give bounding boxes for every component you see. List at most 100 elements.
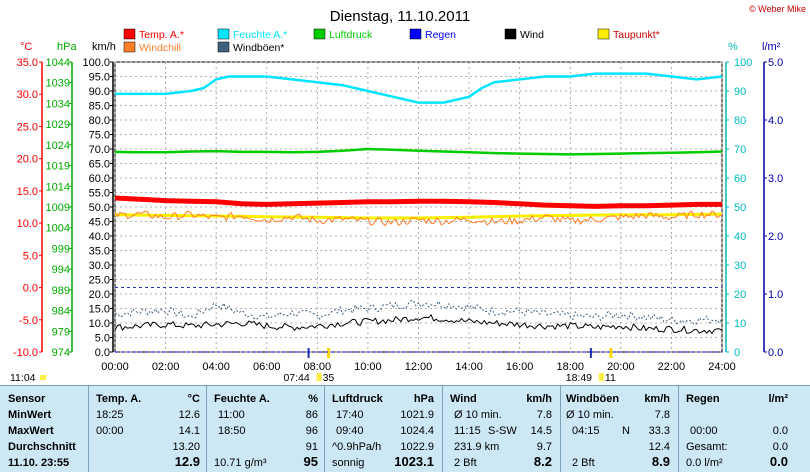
x-tick-label: 08:00 (304, 361, 332, 373)
stats-hum-max: 96 (305, 425, 318, 437)
temp-tick-label: -10.0 (13, 347, 38, 359)
stats-wind-bft: 2 Bft (454, 457, 477, 469)
series-line (114, 195, 722, 209)
stats-temp-min: 12.6 (178, 409, 200, 421)
rain-axis-unit: l/m² (762, 41, 781, 53)
stats-temp-header: Temp. A. (96, 393, 142, 405)
stats-temp-max-time: 00:00 (96, 425, 124, 437)
pressure-tick-label: 1019 (46, 161, 70, 173)
pressure-tick-label: 984 (52, 306, 70, 318)
humidity-tick-label: 60 (734, 173, 746, 185)
x-tick-label: 10:00 (354, 361, 382, 373)
wind-tick-label: 95.0 (89, 72, 110, 84)
x-tick-label: 12:00 (405, 361, 433, 373)
stats-gust-unit: km/h (644, 393, 670, 405)
sunrise-label: 07:44 (283, 372, 309, 384)
stats-timestamp: 11.10. 23:55 (8, 457, 70, 469)
x-tick-label: 20:00 (607, 361, 635, 373)
wind-axis-unit: km/h (92, 41, 116, 53)
stats-press-max: 1024.4 (400, 425, 434, 437)
humidity-tick-label: 10 (734, 318, 746, 330)
stats-rain-max: 0.0 (772, 425, 788, 437)
stats-rain-daily: 0.0 l/m² (686, 457, 723, 469)
stats-press-current: 1023.1 (394, 454, 434, 469)
wind-tick-label: 100.0 (82, 57, 110, 69)
humidity-axis-unit: % (728, 41, 738, 53)
stats-hum-absolute: 10.71 g/m³ (214, 457, 267, 469)
wind-tick-label: 60.0 (89, 173, 110, 185)
series-line (114, 147, 723, 156)
stats-table: Sensor MinWert MaxWert Durchschnitt 11.1… (0, 385, 810, 472)
temp-tick-label: 0.0 (23, 283, 38, 295)
pressure-tick-label: 979 (52, 326, 70, 338)
wind-tick-label: 45.0 (89, 217, 110, 229)
divider (88, 386, 89, 472)
pressure-tick-label: 1044 (46, 57, 70, 69)
stats-wind-distance: 231.9 km (454, 441, 500, 453)
temp-axis-unit: °C (20, 41, 32, 53)
pressure-tick-label: 1039 (46, 78, 70, 90)
series-line (114, 210, 723, 226)
wind-tick-label: 85.0 (89, 101, 110, 113)
stats-wind-max: 14.5 (530, 425, 552, 437)
stats-hum-header: Feuchte A. (214, 393, 270, 405)
pressure-tick-label: 994 (52, 264, 70, 276)
sunset-label: 18:49 (566, 372, 592, 384)
legend-label: Taupunkt* (613, 29, 660, 41)
x-tick-label: 04:00 (202, 361, 230, 373)
chart-axes: °C 35.0 30.0 25.0 20.0 15.0 10.0 5.0 0.0 -5.0 -10.… (10, 41, 783, 384)
wind-tick-label: 50.0 (89, 202, 110, 214)
legend-swatch (409, 28, 422, 40)
temp-tick-label: 25.0 (17, 121, 38, 133)
rain-tick-label: 5.0 (768, 57, 783, 69)
moon-icon (40, 375, 46, 380)
legend-label: Windchill (139, 42, 181, 54)
stats-press-avg: 1022.9 (400, 441, 434, 453)
x-tick-label: 14:00 (455, 361, 483, 373)
legend-swatch (123, 41, 136, 53)
wind-tick-label: 25.0 (89, 275, 110, 287)
stats-gust-header: Windböen (566, 393, 620, 405)
wind-tick-label: 5.0 (95, 333, 110, 345)
humidity-tick-label: 70 (734, 144, 746, 156)
pressure-tick-label: 999 (52, 243, 70, 255)
temp-tick-label: 35.0 (17, 57, 38, 69)
wind-tick-label: 90.0 (89, 86, 110, 98)
x-tick-label: 06:00 (253, 361, 281, 373)
stats-gust-day-avg: 12.4 (648, 441, 670, 453)
wind-tick-label: 0.0 (95, 347, 110, 359)
stats-hum-avg: 91 (305, 441, 318, 453)
legend-swatch (597, 28, 610, 40)
rain-tick-label: 2.0 (768, 231, 783, 243)
pressure-tick-label: 974 (52, 347, 70, 359)
pressure-tick-label: 1034 (46, 98, 70, 110)
divider (560, 386, 561, 472)
stats-wind-avg: 7.8 (536, 409, 552, 421)
wind-tick-label: 15.0 (89, 304, 110, 316)
pressure-tick-label: 1024 (46, 140, 70, 152)
divider (442, 386, 443, 472)
legend-label: Regen (425, 29, 456, 41)
stats-rain-max-time: 00:00 (690, 425, 718, 437)
stats-hum-min: 86 (305, 409, 318, 421)
wind-tick-label: 75.0 (89, 130, 110, 142)
wind-tick-label: 10.0 (89, 318, 110, 330)
temp-tick-label: 20.0 (17, 154, 38, 166)
stats-avg-label: Durchschnitt (8, 441, 76, 453)
divider (324, 386, 325, 472)
humidity-tick-label: 50 (734, 202, 746, 214)
humidity-tick-label: 90 (734, 86, 746, 98)
divider (206, 386, 207, 472)
x-tick-label: 24:00 (708, 361, 736, 373)
chart-svg: Dienstag, 11.10.2011 © Weber Mike Temp. … (10, 4, 806, 384)
x-tick-label: 16:00 (506, 361, 534, 373)
stats-hum-current: 95 (303, 454, 318, 469)
stats-gust-bft: 2 Bft (572, 457, 595, 469)
legend-swatch (313, 28, 326, 40)
stats-press-max-time: 09:40 (336, 425, 364, 437)
stats-hum-unit: % (308, 393, 318, 405)
stats-rain-header: Regen (686, 393, 720, 405)
stats-hum-min-time: 11:00 (218, 409, 245, 421)
stats-temp-current: 12.9 (174, 454, 200, 469)
stats-press-header: Luftdruck (332, 393, 383, 405)
